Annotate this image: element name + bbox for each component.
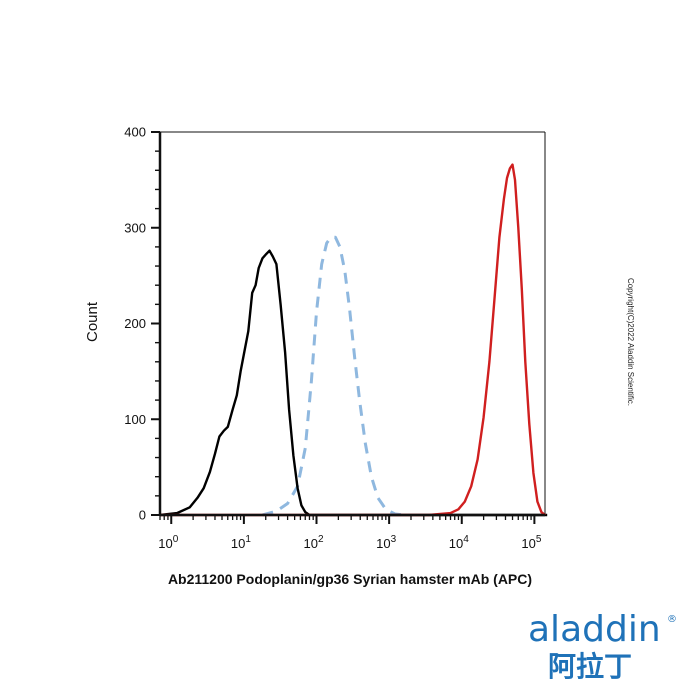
copyright-notice: Copyright(C)2022 Aladdin Scientific. (626, 278, 635, 406)
logo-cjk-text: 阿拉丁 (548, 650, 632, 683)
series-line-2 (160, 163, 546, 517)
y-tick-label: 400 (124, 125, 146, 140)
y-axis: 0 100 200 300 400 (124, 125, 162, 523)
x-axis-title: Ab211200 Podoplanin/gp36 Syrian hamster … (168, 571, 532, 587)
logo-registered-mark: ® (667, 614, 677, 625)
plot-area: 0 100 200 300 400 100 101 102 103 104 105 (124, 125, 548, 551)
x-tick-label: 101 (231, 534, 251, 551)
y-tick-label: 100 (124, 412, 146, 427)
y-tick-label: 300 (124, 220, 146, 235)
y-tick-label: 200 (124, 316, 146, 331)
series-line-1 (262, 235, 405, 517)
series-line-0 (159, 249, 548, 517)
x-tick-label: 102 (303, 534, 323, 551)
x-tick-label: 103 (376, 534, 396, 551)
x-axis: 100 101 102 103 104 105 (158, 513, 545, 551)
logo-latin-text: aladdin (528, 609, 661, 650)
y-tick-label: 0 (139, 508, 146, 523)
plot-frame (160, 131, 546, 515)
x-tick-label: 100 (158, 534, 178, 551)
series-layer (159, 163, 548, 517)
aladdin-logo: aladdin ® 阿拉丁 (528, 609, 677, 683)
x-tick-label: 105 (521, 534, 541, 551)
x-tick-label: 104 (449, 534, 469, 551)
y-axis-title: Count (84, 301, 101, 342)
